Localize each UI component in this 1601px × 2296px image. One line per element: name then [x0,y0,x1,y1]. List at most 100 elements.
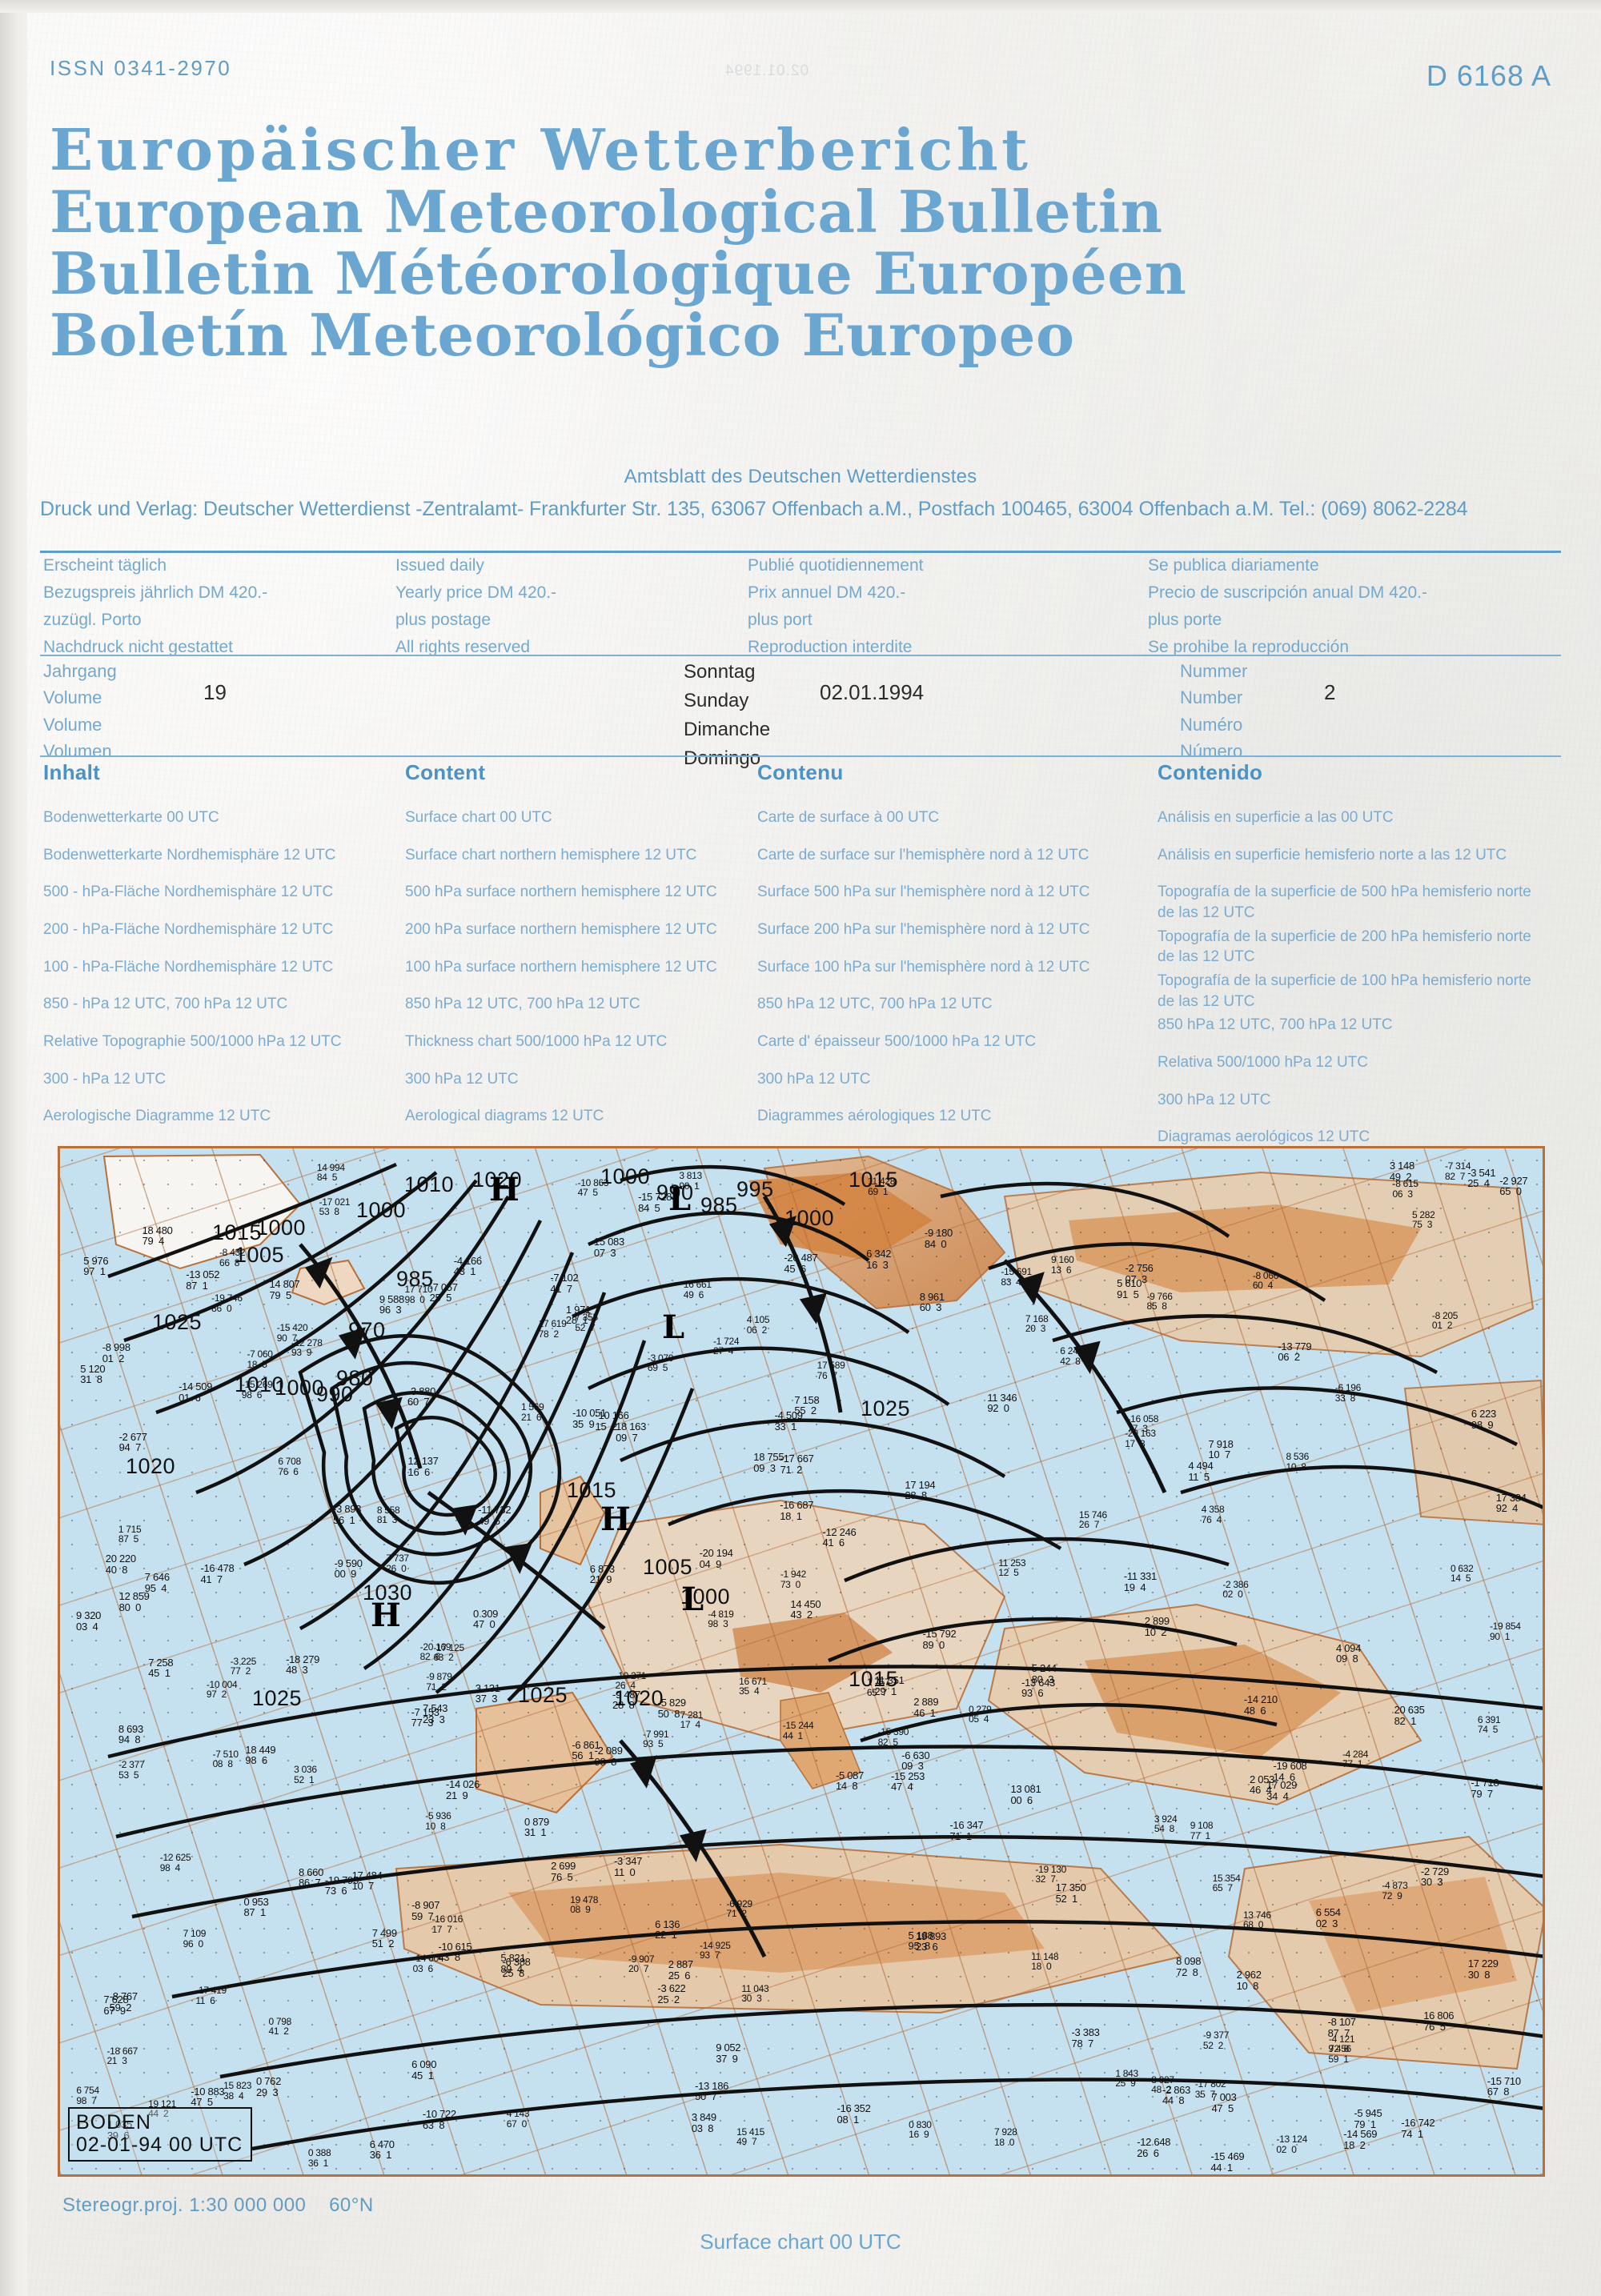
map-stamp-time: 02-01-94 00 UTC [76,2134,243,2156]
station-plot: 5 120 31 8 [80,1362,106,1386]
issue-date-value: 02.01.1994 [820,680,925,704]
station-plot: -6 929 71 2 [726,1897,753,1920]
station-plot: 7 628 67 9 [103,1993,129,2017]
date-label-fr: Dimanche [684,719,771,740]
date-label-en: Sunday [684,690,749,711]
isobar-label: 995 [736,1177,774,1201]
station-plot: -3 070 69 5 [647,1352,674,1374]
contents-en-item-1: Surface chart 00 UTC [405,809,552,827]
contents-es-item-1: Análisis en superficie a las 00 UTC [1158,809,1394,827]
map-grid-dots [60,1148,1543,2174]
contents-es-item-5: Topografía de la superficie de 100 hPa h… [1158,972,1531,1010]
station-plot: -9 180 84 0 [924,1227,953,1250]
station-plot: 0 830 16 9 [909,2118,932,2141]
station-plot: -15 792 89 0 [922,1628,957,1651]
isobar-label: 985 [396,1267,434,1291]
station-plot: -11 331 19 4 [1123,1570,1157,1593]
isobar-label: 1000 [784,1206,835,1230]
number-label-de: Nummer [1180,661,1248,681]
station-plot: -18 279 48 3 [286,1653,320,1677]
terms-en-line-4: All rights reserved [395,638,531,657]
isobar-label: 1020 [614,1686,664,1710]
station-plot: -2 677 94 7 [118,1430,147,1454]
station-plot: 7 928 18 0 [993,2126,1017,2148]
station-plot: 8 693 94 8 [118,1722,143,1746]
station-plot: -5 945 79 1 [1354,2106,1382,2130]
station-plot: 7 543 23 3 [423,1702,448,1726]
station-plot: -19 795 73 6 [324,1873,359,1897]
station-plot: 11 148 18 0 [1031,1950,1059,1973]
contents-de-item-8: 300 - hPa 12 UTC [43,1070,167,1088]
station-plot: 5 976 97 1 [83,1254,109,1278]
isobar-label: 990 [656,1180,694,1204]
station-plot: -17 021 53 8 [319,1196,351,1218]
station-plot: 4 494 11 5 [1188,1460,1214,1483]
station-plot: -6 388 25 8 [502,1956,531,1979]
contents-heading-de: Inhalt [43,760,101,784]
station-plot: -19 608 14 6 [1273,1759,1307,1783]
station-plot: 2 889 46 1 [913,1696,939,1720]
station-plot: -13 124 02 0 [1276,2134,1307,2155]
station-plot: 3 924 54 8 [1154,1813,1178,1835]
contents-de-item-9: Aerologische Diagramme 12 UTC [43,1108,271,1125]
isobar-label: 980 [336,1366,374,1390]
station-plot: -2 377 53 5 [118,1759,145,1781]
station-plot: 6 090 45 1 [411,2058,437,2082]
projection-latitude: 60 [329,2194,351,2216]
station-plot: -4 166 43 1 [453,1254,482,1278]
station-plot: 17 229 30 8 [1467,1957,1499,1981]
contents-block: Inhalt Bodenwetterkarte 00 UTC Bodenwett… [43,759,1564,1164]
projection-text: Stereogr.proj. 1:30 000 000 [62,2194,307,2216]
station-plot: -8 615 06 3 [1392,1178,1419,1200]
station-plot: 16 806 76 5 [1423,2010,1455,2033]
terms-es-line-3: plus porte [1148,611,1222,630]
station-plot: 8 558 81 3 [376,1504,400,1526]
station-plot: 9 588 96 3 [379,1292,404,1316]
isobar-label: 1020 [472,1168,523,1192]
station-plot: 14 994 84 5 [316,1161,345,1184]
station-plot: 2 899 10 2 [1144,1615,1170,1638]
station-plot: -13 779 06 2 [1278,1340,1312,1364]
station-plot: -16 742 74 1 [1401,2117,1435,2140]
contents-heading-fr: Contenu [757,760,844,784]
station-plot: -6 630 09 3 [901,1749,930,1773]
projection-latitude-unit: °N [351,2194,374,2216]
contents-fr-item-5: Surface 100 hPa sur l'hemisphère nord à … [757,958,1090,976]
isobar-label: 1025 [518,1683,568,1707]
station-plot: 3 036 52 1 [294,1764,317,1785]
station-plot: 7 003 47 5 [1211,2090,1237,2114]
high-pressure-centre: H [489,1171,520,1208]
station-plot: 6 873 21 9 [589,1562,615,1586]
station-plot: -17 802 35 7 [1194,2078,1226,2100]
terms-es-line-4: Se prohibe la reproducción [1148,638,1349,657]
publisher-line: Druck und Verlag: Deutscher Wetterdienst… [40,498,1468,520]
station-plot: -20 487 45 6 [784,1252,818,1275]
station-plot: 16 661 49 6 [683,1279,712,1300]
station-plot: -16 478 41 7 [200,1562,235,1585]
station-plot: -8 907 59 7 [411,1898,440,1922]
station-plot: -14 925 93 7 [700,1939,731,1961]
station-plot: -14 509 01 6 [179,1380,213,1404]
isobar-label: 1015 [212,1220,263,1244]
station-plot: 18 449 98 6 [245,1743,276,1767]
station-plot: 0 762 29 3 [256,2075,282,2098]
isobar-label: 1000 [256,1216,307,1240]
title-spanish: Boletín Meteorológico Europeo [50,301,1075,370]
station-plot: 17 619 78 2 [538,1318,567,1340]
contents-de-item-3: 500 - hPa-Fläche Nordhemisphäre 12 UTC [43,884,334,901]
station-plot: -10 863 47 5 [577,1176,609,1199]
isobar-label: 1025 [252,1686,303,1710]
station-plot: -20 194 04 9 [699,1547,733,1570]
station-plot: -15 710 67 8 [1487,2074,1521,2098]
station-plot: -9 766 85 8 [1146,1290,1173,1312]
station-plot: -13 052 87 1 [186,1268,220,1292]
issue-number-value: 2 [1324,680,1336,704]
date-label-de: Sonntag [684,661,756,683]
station-plot: 0 953 87 1 [243,1895,269,1919]
station-plot: 7 281 17 4 [680,1709,704,1731]
station-plot: -2 756 07 3 [1125,1262,1154,1285]
station-plot: 6 391 74 5 [1477,1713,1501,1736]
station-plot: 8 660 86 7 [299,1865,324,1889]
station-plot: 8 027 48 2 [1151,2074,1174,2096]
station-plot: -6 196 33 8 [1334,1382,1362,1404]
